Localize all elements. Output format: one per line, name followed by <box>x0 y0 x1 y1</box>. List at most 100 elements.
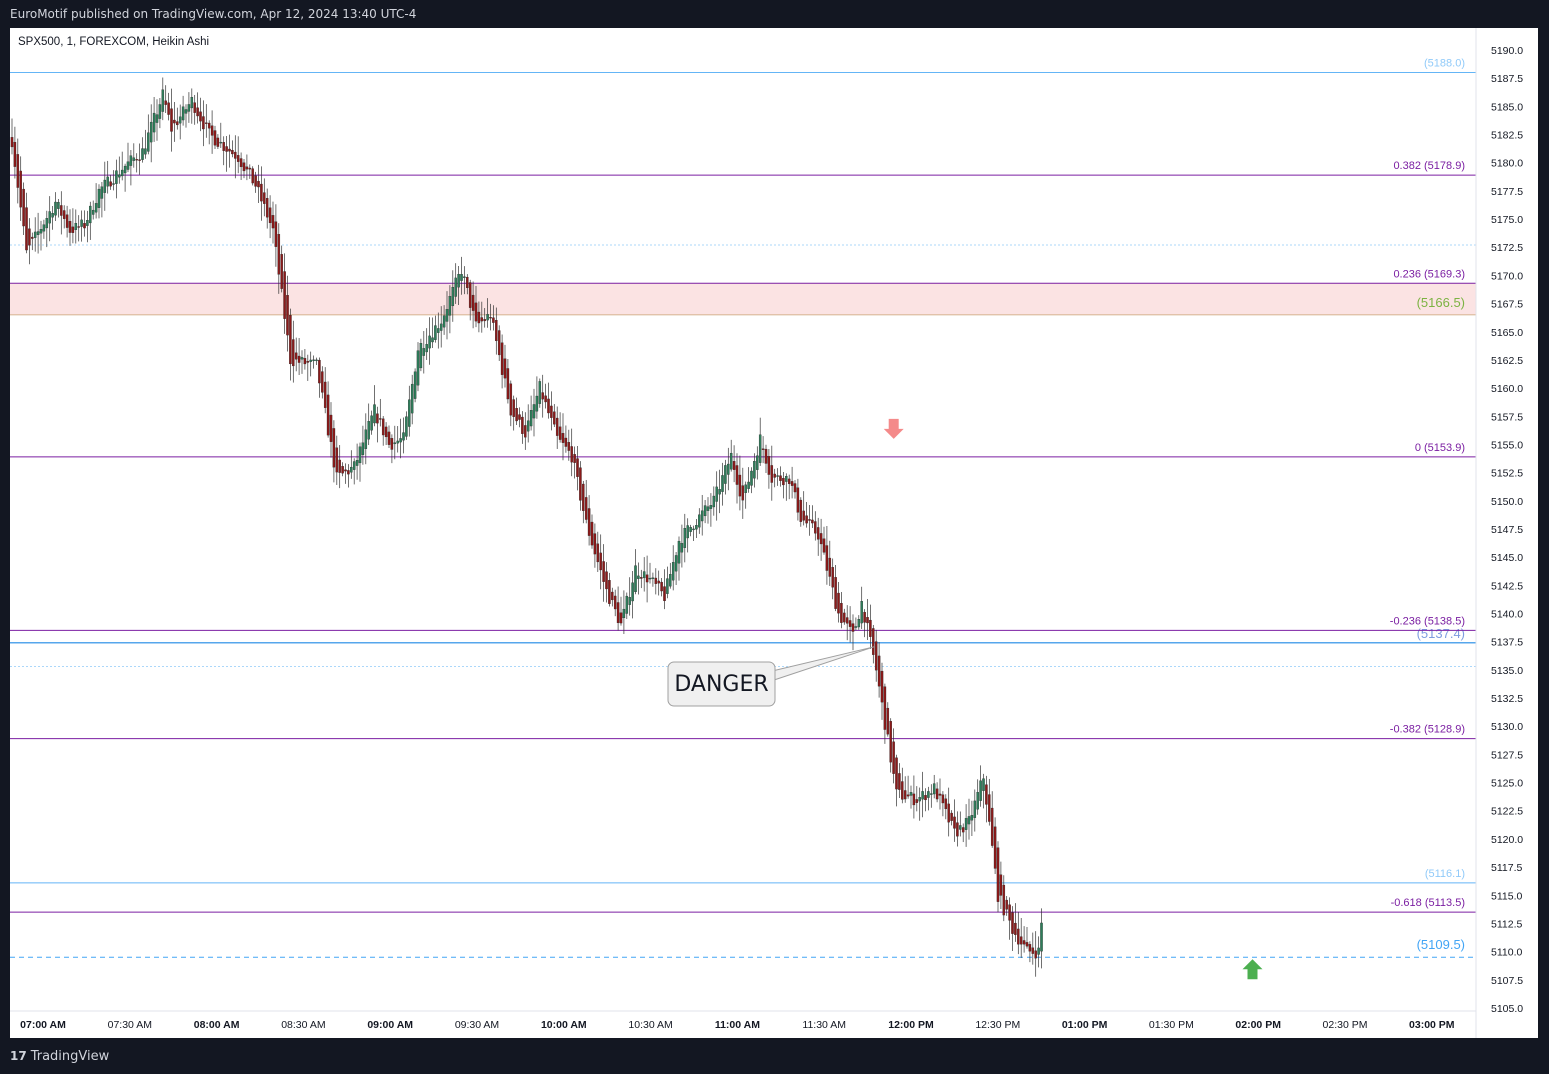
candle-body <box>892 741 895 774</box>
candle-body <box>785 476 788 482</box>
candle-body <box>967 816 971 825</box>
candle-body <box>358 446 362 464</box>
y-tick-label: 5147.5 <box>1491 524 1523 536</box>
y-tick-label: 5115.0 <box>1491 890 1522 902</box>
price-chart[interactable]: (5188.0) (5166.5) (5137.4) (5116.1) (5109.5)… <box>10 28 1538 1038</box>
candle-body <box>492 317 495 323</box>
candle-body <box>573 454 576 463</box>
candle-body <box>854 626 858 628</box>
candle-body <box>921 791 924 800</box>
candle-body <box>28 228 31 246</box>
x-tick-label: 09:00 AM <box>367 1019 413 1031</box>
candle-body <box>932 783 936 795</box>
candle-body <box>686 525 689 539</box>
candle-body <box>416 350 420 386</box>
candle-body <box>393 442 397 445</box>
candle-body <box>448 296 452 316</box>
candle-body <box>576 458 579 477</box>
candle-body <box>292 339 295 367</box>
y-tick-label: 5137.5 <box>1491 637 1523 649</box>
candle-body <box>776 475 779 477</box>
chart-title: SPX500, 1, FOREXCOM, Heikin Ashi <box>18 36 209 48</box>
candle-body <box>518 414 521 420</box>
candle-body <box>129 155 133 166</box>
y-tick-label: 5110.0 <box>1491 947 1522 959</box>
candle-body <box>947 803 950 823</box>
y-tick-label: 5122.5 <box>1491 806 1523 818</box>
candle-body <box>973 800 977 818</box>
y-tick-label: 5105.0 <box>1491 1003 1523 1015</box>
candle-body <box>118 174 121 178</box>
candle-body <box>335 447 339 473</box>
x-tick-label: 12:00 PM <box>888 1019 934 1031</box>
resistance-zone <box>10 283 1476 315</box>
candle-body <box>782 478 785 486</box>
candle-body <box>100 186 104 199</box>
candle-body <box>895 757 898 790</box>
candle-body <box>231 150 234 155</box>
candle-body <box>524 425 527 438</box>
candle-body <box>251 168 254 184</box>
time-axis[interactable]: 07:00 AM 07:30 AM 08:00 AM 08:30 AM 09:00 AM… <box>20 1019 1455 1031</box>
candle-body <box>228 148 231 152</box>
candle-body <box>344 469 347 472</box>
candle-body <box>811 519 814 524</box>
candle-body <box>869 619 872 637</box>
tradingview-logo[interactable]: 17 TradingView <box>10 1049 109 1064</box>
chart-panel[interactable]: (5188.0) (5166.5) (5137.4) (5116.1) (5109.5)… <box>10 28 1538 1038</box>
candle-body <box>170 108 173 132</box>
candle-body <box>54 201 57 216</box>
danger-callout[interactable] <box>667 661 776 707</box>
y-tick-label: 5125.0 <box>1491 778 1523 790</box>
y-tick-label: 5157.5 <box>1491 411 1523 423</box>
price-axis[interactable]: 5105.0 5107.5 5110.0 5112.5 5115.0 5117.5 5120… <box>1491 45 1523 1015</box>
candle-body <box>550 405 553 418</box>
buy-arrow-icon[interactable] <box>1242 959 1263 980</box>
candle-body <box>483 319 486 322</box>
candle-body <box>579 467 582 501</box>
candle-body <box>410 383 414 414</box>
candle-body <box>767 456 771 475</box>
candle-body <box>373 404 376 424</box>
candle-body <box>590 521 594 546</box>
candle-body <box>300 357 304 360</box>
candle-body <box>724 465 727 484</box>
y-tick-label: 5120.0 <box>1491 834 1523 846</box>
candle-body <box>431 337 434 343</box>
price-level-label: (5109.5) <box>1417 937 1465 952</box>
candle-body <box>770 465 774 483</box>
candle-body <box>1008 904 1011 921</box>
candle-body <box>944 798 948 810</box>
candle-body <box>706 506 710 511</box>
y-tick-label: 5190.0 <box>1491 45 1523 57</box>
x-tick-label: 02:30 PM <box>1323 1019 1368 1031</box>
candle-body <box>321 371 324 393</box>
candle-body <box>695 525 698 530</box>
candle-body <box>840 603 843 623</box>
candle-body <box>466 276 469 289</box>
candle-body <box>872 628 875 655</box>
candle-body <box>692 528 695 531</box>
candle-body <box>260 183 263 202</box>
candle-body <box>1037 947 1040 955</box>
candle-body <box>83 223 86 229</box>
candle-body <box>51 213 54 218</box>
candle-body <box>196 107 199 117</box>
candle-body <box>158 104 162 119</box>
candle-body <box>587 508 591 536</box>
candle-body <box>471 294 475 311</box>
candle-body <box>822 538 826 553</box>
y-tick-label: 5170.0 <box>1491 270 1523 282</box>
candle-body <box>689 527 692 532</box>
x-tick-label: 11:00 AM <box>715 1019 760 1031</box>
sell-arrow-icon[interactable] <box>883 418 904 439</box>
candle-body <box>602 561 605 582</box>
candle-body <box>903 790 907 800</box>
candle-body <box>909 792 913 796</box>
candle-body <box>106 176 109 187</box>
candle-body <box>889 720 892 763</box>
candle-body <box>567 442 571 451</box>
candle-body <box>13 141 17 167</box>
y-tick-label: 5135.0 <box>1491 665 1523 677</box>
candle-body <box>959 825 962 830</box>
